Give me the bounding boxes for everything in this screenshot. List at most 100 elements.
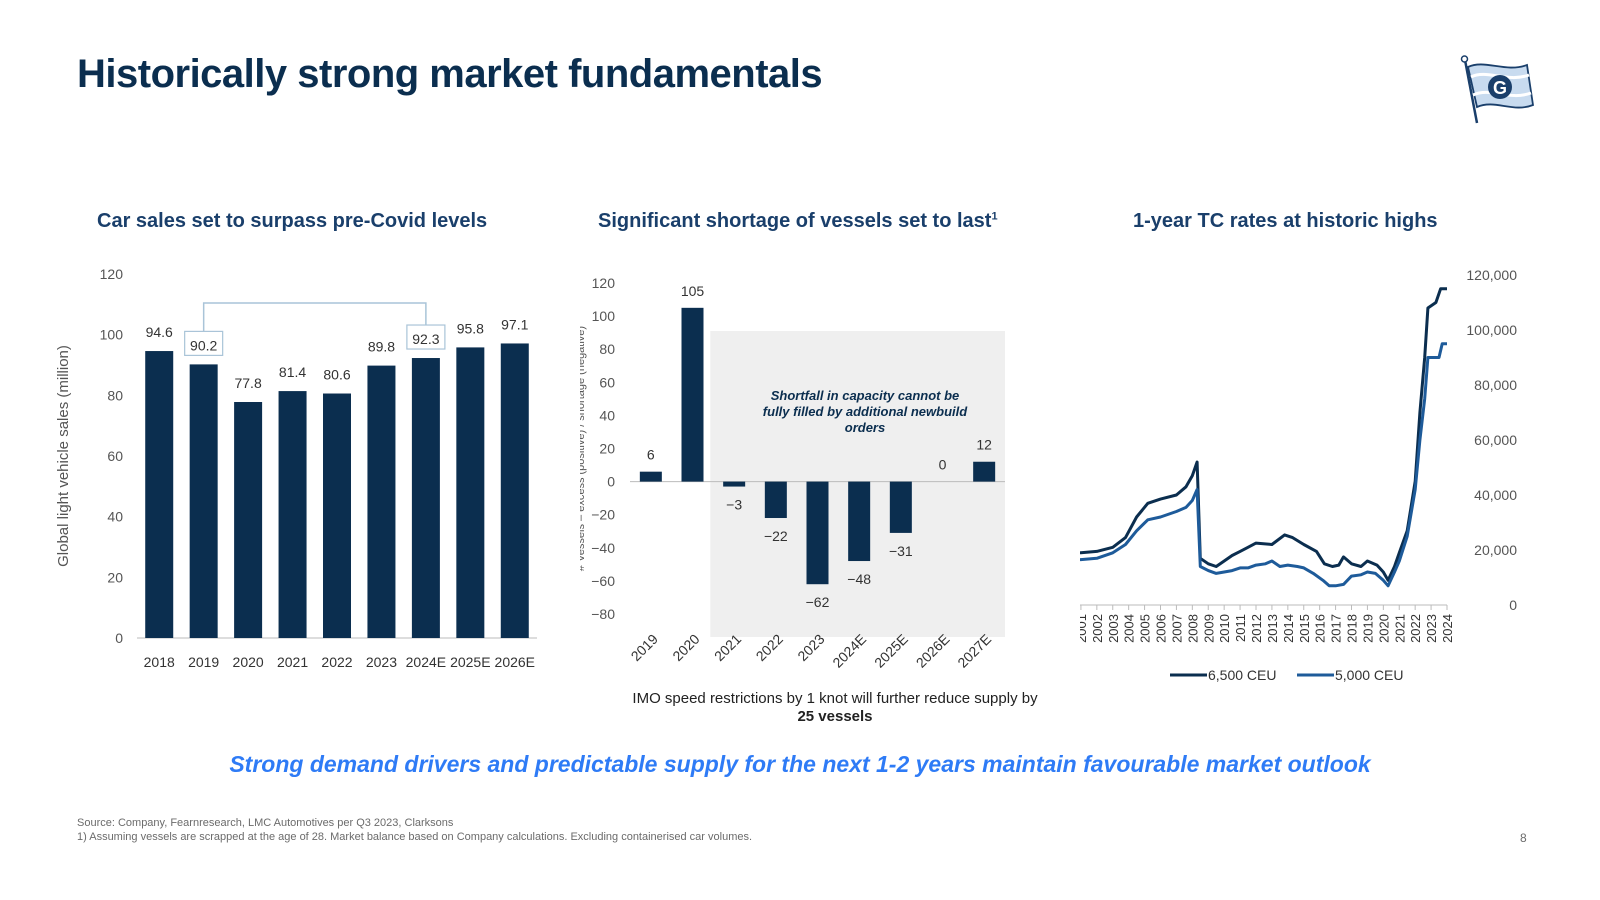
vessel-shortage-chart-title: Significant shortage of vessels set to l… <box>598 210 998 233</box>
legend-label: 5,000 CEU <box>1335 667 1403 683</box>
imo-speed-note: IMO speed restrictions by 1 knot will fu… <box>625 690 1045 726</box>
bar-2022 <box>764 481 787 519</box>
imo-note-text: IMO speed restrictions by 1 knot will fu… <box>632 690 1038 707</box>
y-tick-label: 100 <box>100 327 124 343</box>
x-tick-label: 2020 <box>233 654 264 670</box>
x-tick-label: 2018 <box>1345 614 1360 643</box>
annotation-line: orders <box>845 420 885 435</box>
y-tick-label: 0 <box>115 630 123 646</box>
y-tick-label: 60 <box>599 374 615 390</box>
x-tick-label: 2020 <box>669 631 702 664</box>
y-tick-label: −80 <box>591 606 615 622</box>
y-tick-label: 40,000 <box>1474 487 1517 503</box>
bar-2020 <box>681 307 704 482</box>
x-tick-label: 2023 <box>1424 614 1439 643</box>
x-tick-label: 2007 <box>1169 614 1184 643</box>
data-label: −62 <box>806 594 830 610</box>
x-tick-label: 2013 <box>1265 614 1280 643</box>
x-tick-label: 2021 <box>1392 614 1407 643</box>
logo-letter: G <box>1493 78 1507 98</box>
x-tick-label: 2025E <box>450 654 490 670</box>
x-tick-label: 2011 <box>1233 614 1248 642</box>
data-label: 6 <box>647 447 655 463</box>
assumption-footnote: 1) Assuming vessels are scrapped at the … <box>77 831 753 843</box>
x-tick-label: 2019 <box>628 631 661 664</box>
footnote-marker: 1 <box>991 210 998 223</box>
data-label: −31 <box>889 543 913 559</box>
x-tick-label: 2018 <box>144 654 175 670</box>
data-label: 105 <box>681 283 705 299</box>
data-label: 0 <box>939 457 947 473</box>
bar-2026E <box>500 343 529 638</box>
bar-2025E <box>456 347 485 638</box>
bar-2021 <box>723 481 746 487</box>
x-tick-label: 2016 <box>1313 614 1328 643</box>
data-label: 89.8 <box>368 339 395 355</box>
imo-note-bold: 25 vessels <box>797 708 873 725</box>
bar-2022 <box>323 393 351 638</box>
y-tick-label: 120 <box>100 266 124 282</box>
y-tick-label: 120 <box>592 275 616 291</box>
bar-2024E <box>848 481 871 562</box>
page-title: Historically strong market fundamentals <box>77 52 823 96</box>
x-tick-label: 2002 <box>1090 614 1105 643</box>
y-tick-label: −60 <box>591 573 615 589</box>
x-tick-label: 2020 <box>1376 614 1391 643</box>
bar-2020 <box>234 402 263 638</box>
series-line-5000-ceu <box>1080 342 1447 588</box>
highlight-box <box>406 324 446 350</box>
y-tick-label: 80 <box>107 387 123 403</box>
annotation-line: fully filled by additional newbuild <box>763 404 968 419</box>
tc-rates-line-chart: 0 20,000 40,000 60,000 80,000 100,000 120,000 2… <box>1080 267 1517 683</box>
x-tick-label: 2001 <box>1080 614 1089 643</box>
series-line-6500-ceu <box>1080 287 1447 582</box>
bar-2025E <box>889 481 912 533</box>
x-tick-label: 2015 <box>1297 614 1312 643</box>
x-tick-label: 2012 <box>1249 614 1264 643</box>
bar-2024E <box>411 358 440 638</box>
vessel-balance-bar-chart: Shortfall in capacity cannot be fully fil… <box>580 275 1005 671</box>
vessel-shortage-title-text: Significant shortage of vessels set to l… <box>598 210 992 232</box>
x-tick-label: 2023 <box>366 654 397 670</box>
data-label: 94.6 <box>146 324 173 340</box>
y-tick-label: 120,000 <box>1466 267 1517 283</box>
data-label: 90.2 <box>190 337 217 353</box>
x-tick-label: 2022 <box>1408 614 1423 643</box>
data-label: −22 <box>764 528 788 544</box>
x-tick-label: 2022 <box>321 654 352 670</box>
data-label: 12 <box>976 437 992 453</box>
page-number: 8 <box>1520 831 1527 845</box>
y-tick-label: 40 <box>599 407 615 423</box>
bar-2021 <box>278 391 307 638</box>
bar-2023 <box>806 481 829 585</box>
x-tick-label: 2019 <box>188 654 219 670</box>
y-tick-label: 20,000 <box>1474 542 1517 558</box>
bar-2027E <box>973 461 996 482</box>
car-sales-chart-title: Car sales set to surpass pre-Covid level… <box>97 210 488 232</box>
y-tick-label: 0 <box>607 474 615 490</box>
x-tick-label: 2010 <box>1217 614 1232 643</box>
y-tick-label: 100,000 <box>1466 322 1517 338</box>
bar-2019 <box>639 471 662 482</box>
annotation-line: Shortfall in capacity cannot be <box>771 388 960 403</box>
data-label: 92.3 <box>412 331 439 347</box>
data-label: 80.6 <box>323 367 350 383</box>
company-flag-logo: G <box>1460 55 1534 124</box>
source-footnote: Source: Company, Fearnresearch, LMC Auto… <box>77 817 454 829</box>
car-sales-bar-chart: 0 20 40 60 80 100 120 Global light vehicle sale… <box>55 266 537 670</box>
data-label: 97.1 <box>501 316 528 332</box>
y-tick-label: 60 <box>107 448 123 464</box>
x-tick-label: 2014 <box>1281 614 1296 643</box>
bar-2023 <box>367 365 396 638</box>
y-tick-label: 20 <box>599 441 615 457</box>
data-label: 77.8 <box>234 375 261 391</box>
x-tick-label: 2024 <box>1440 614 1455 643</box>
x-tick-label: 2006 <box>1154 614 1169 643</box>
x-tick-label: 2008 <box>1185 614 1200 643</box>
y-tick-label: 80,000 <box>1474 377 1517 393</box>
x-tick-label: 2005 <box>1138 614 1153 643</box>
y-tick-label: 40 <box>107 509 123 525</box>
x-tick-label: 2004 <box>1122 614 1137 643</box>
y-tick-label: −40 <box>591 540 615 556</box>
y-axis-label: # Vessels – excess (positive) / shortage… <box>580 326 587 571</box>
